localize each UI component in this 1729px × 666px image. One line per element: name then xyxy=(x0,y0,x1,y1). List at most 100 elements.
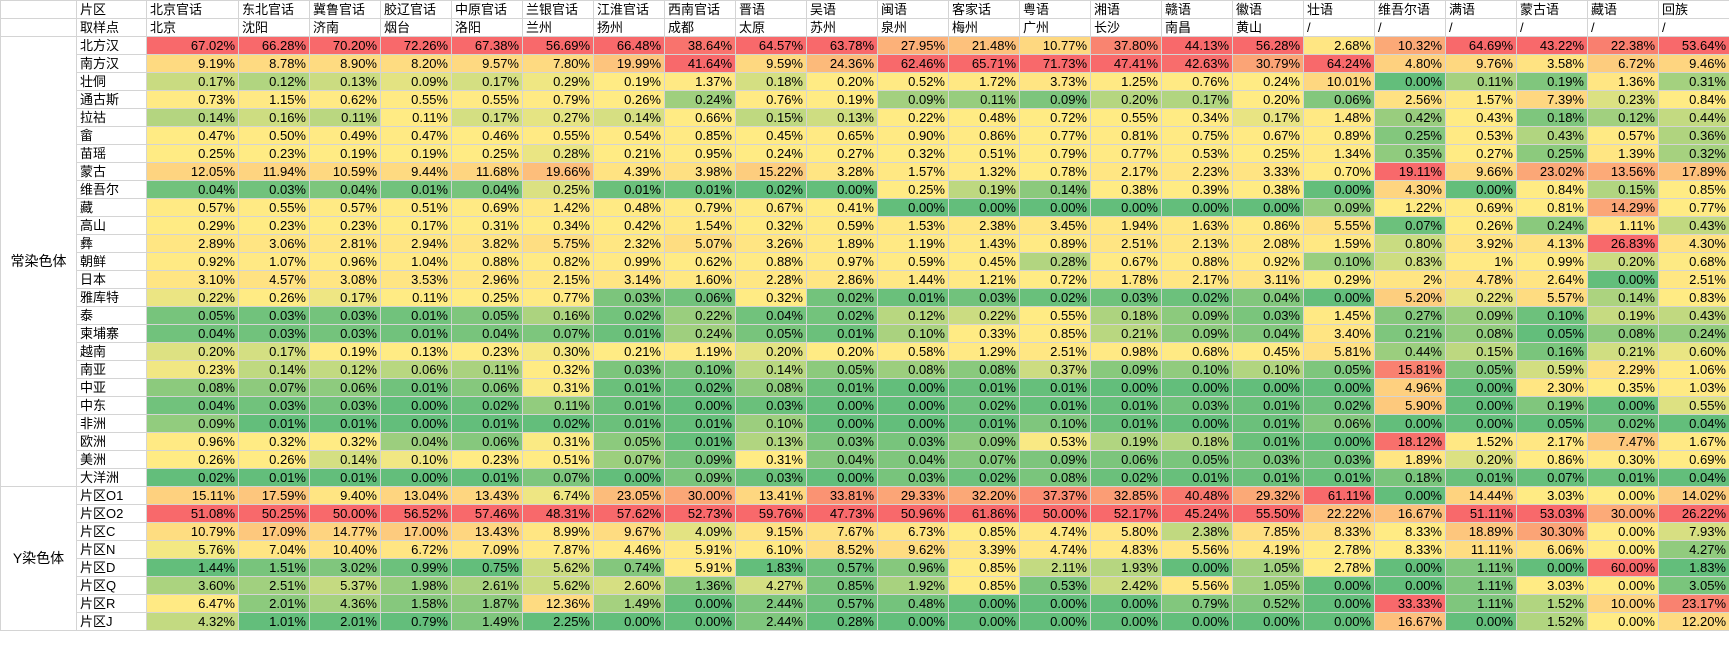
data-cell[interactable]: 0.76% xyxy=(735,90,807,109)
column-header-site[interactable]: 成都 xyxy=(664,18,736,37)
column-header-region[interactable]: 满语 xyxy=(1445,0,1517,19)
data-cell[interactable]: 2.78% xyxy=(1303,558,1375,577)
data-cell[interactable]: 7.67% xyxy=(806,522,878,541)
row-label[interactable]: 彝 xyxy=(76,234,147,253)
data-cell[interactable]: 0.51% xyxy=(380,198,452,217)
data-cell[interactable]: 0.04% xyxy=(1658,414,1729,433)
data-cell[interactable]: 0.25% xyxy=(451,288,523,307)
data-cell[interactable]: 0.00% xyxy=(1303,432,1375,451)
data-cell[interactable]: 1.67% xyxy=(1658,432,1729,451)
corner-cell[interactable] xyxy=(0,18,77,37)
data-cell[interactable]: 2.01% xyxy=(309,612,381,631)
column-header-site[interactable]: 广州 xyxy=(1019,18,1091,37)
data-cell[interactable]: 0.69% xyxy=(1445,198,1517,217)
data-cell[interactable]: 0.00% xyxy=(1374,486,1446,505)
data-cell[interactable]: 0.01% xyxy=(948,414,1020,433)
data-cell[interactable]: 0.23% xyxy=(146,360,239,379)
data-cell[interactable]: 3.05% xyxy=(1658,576,1729,595)
data-cell[interactable]: 3.06% xyxy=(238,234,310,253)
data-cell[interactable]: 0.05% xyxy=(806,360,878,379)
column-header-region[interactable]: 粤语 xyxy=(1019,0,1091,19)
data-cell[interactable]: 0.07% xyxy=(1516,468,1588,487)
data-cell[interactable]: 0.00% xyxy=(1303,378,1375,397)
column-header-region[interactable]: 客家话 xyxy=(948,0,1020,19)
data-cell[interactable]: 0.13% xyxy=(380,342,452,361)
data-cell[interactable]: 7.80% xyxy=(522,54,594,73)
data-cell[interactable]: 0.05% xyxy=(146,306,239,325)
data-cell[interactable]: 7.39% xyxy=(1516,90,1588,109)
data-cell[interactable]: 1.89% xyxy=(1374,450,1446,469)
data-cell[interactable]: 30.00% xyxy=(664,486,736,505)
data-cell[interactable]: 1% xyxy=(1445,252,1517,271)
data-cell[interactable]: 0.00% xyxy=(1445,414,1517,433)
data-cell[interactable]: 0.00% xyxy=(1374,414,1446,433)
data-cell[interactable]: 0.23% xyxy=(238,144,310,163)
data-cell[interactable]: 8.99% xyxy=(522,522,594,541)
data-cell[interactable]: 1.49% xyxy=(593,594,665,613)
data-cell[interactable]: 2.64% xyxy=(1516,270,1588,289)
data-cell[interactable]: 0.24% xyxy=(664,90,736,109)
data-cell[interactable]: 0.10% xyxy=(877,324,949,343)
data-cell[interactable]: 0.20% xyxy=(1232,90,1304,109)
data-cell[interactable]: 3.58% xyxy=(1516,54,1588,73)
row-label[interactable]: 片区Q xyxy=(76,576,147,595)
data-cell[interactable]: 0.22% xyxy=(664,306,736,325)
data-cell[interactable]: 0.00% xyxy=(1303,576,1375,595)
data-cell[interactable]: 1.87% xyxy=(451,594,523,613)
data-cell[interactable]: 0.03% xyxy=(309,306,381,325)
data-cell[interactable]: 0.01% xyxy=(1587,468,1659,487)
data-cell[interactable]: 0.85% xyxy=(948,558,1020,577)
data-cell[interactable]: 0.39% xyxy=(1161,180,1233,199)
category-cell[interactable]: Y染色体 xyxy=(0,486,77,631)
data-cell[interactable]: 0.53% xyxy=(1019,576,1091,595)
data-cell[interactable]: 0.14% xyxy=(1019,180,1091,199)
data-cell[interactable]: 30.00% xyxy=(1587,504,1659,523)
data-cell[interactable]: 0.03% xyxy=(309,324,381,343)
data-cell[interactable]: 0.00% xyxy=(1587,486,1659,505)
data-cell[interactable]: 47.41% xyxy=(1090,54,1162,73)
data-cell[interactable]: 11.11% xyxy=(1445,540,1517,559)
column-header-site[interactable]: 烟台 xyxy=(380,18,452,37)
column-header-site[interactable]: 长沙 xyxy=(1090,18,1162,37)
data-cell[interactable]: 0.00% xyxy=(1303,612,1375,631)
data-cell[interactable]: 0.03% xyxy=(1232,450,1304,469)
data-cell[interactable]: 0.68% xyxy=(1161,342,1233,361)
data-cell[interactable]: 8.90% xyxy=(309,54,381,73)
data-cell[interactable]: 0.00% xyxy=(806,414,878,433)
column-header-region[interactable]: 晋语 xyxy=(735,0,807,19)
category-cell[interactable]: 常染色体 xyxy=(0,36,77,487)
data-cell[interactable]: 0.85% xyxy=(948,522,1020,541)
data-cell[interactable]: 2.68% xyxy=(1303,36,1375,55)
data-cell[interactable]: 29.32% xyxy=(1232,486,1304,505)
data-cell[interactable]: 0.25% xyxy=(1232,144,1304,163)
data-cell[interactable]: 1.11% xyxy=(1445,594,1517,613)
data-cell[interactable]: 22.22% xyxy=(1303,504,1375,523)
data-cell[interactable]: 2.60% xyxy=(593,576,665,595)
data-cell[interactable]: 0.54% xyxy=(593,126,665,145)
data-cell[interactable]: 19.99% xyxy=(593,54,665,73)
data-cell[interactable]: 19.11% xyxy=(1374,162,1446,181)
data-cell[interactable]: 0.06% xyxy=(451,432,523,451)
data-cell[interactable]: 0.00% xyxy=(1161,414,1233,433)
data-cell[interactable]: 0.35% xyxy=(1374,144,1446,163)
data-cell[interactable]: 0.85% xyxy=(1019,324,1091,343)
data-cell[interactable]: 0.00% xyxy=(1587,270,1659,289)
data-cell[interactable]: 0.01% xyxy=(877,288,949,307)
data-cell[interactable]: 0.09% xyxy=(380,72,452,91)
data-cell[interactable]: 0.01% xyxy=(1090,414,1162,433)
data-cell[interactable]: 0.19% xyxy=(806,90,878,109)
data-cell[interactable]: 0.18% xyxy=(1090,306,1162,325)
data-cell[interactable]: 0.85% xyxy=(664,126,736,145)
data-cell[interactable]: 0.01% xyxy=(593,180,665,199)
column-header-region[interactable]: 维吾尔语 xyxy=(1374,0,1446,19)
data-cell[interactable]: 0.00% xyxy=(1445,378,1517,397)
data-cell[interactable]: 0.00% xyxy=(1090,612,1162,631)
data-cell[interactable]: 0.55% xyxy=(522,126,594,145)
data-cell[interactable]: 0.20% xyxy=(1445,450,1517,469)
data-cell[interactable]: 16.67% xyxy=(1374,612,1446,631)
data-cell[interactable]: 0.30% xyxy=(1587,450,1659,469)
data-cell[interactable]: 2.28% xyxy=(735,270,807,289)
data-cell[interactable]: 64.69% xyxy=(1445,36,1517,55)
data-cell[interactable]: 0.17% xyxy=(146,72,239,91)
data-cell[interactable]: 0.86% xyxy=(1232,216,1304,235)
